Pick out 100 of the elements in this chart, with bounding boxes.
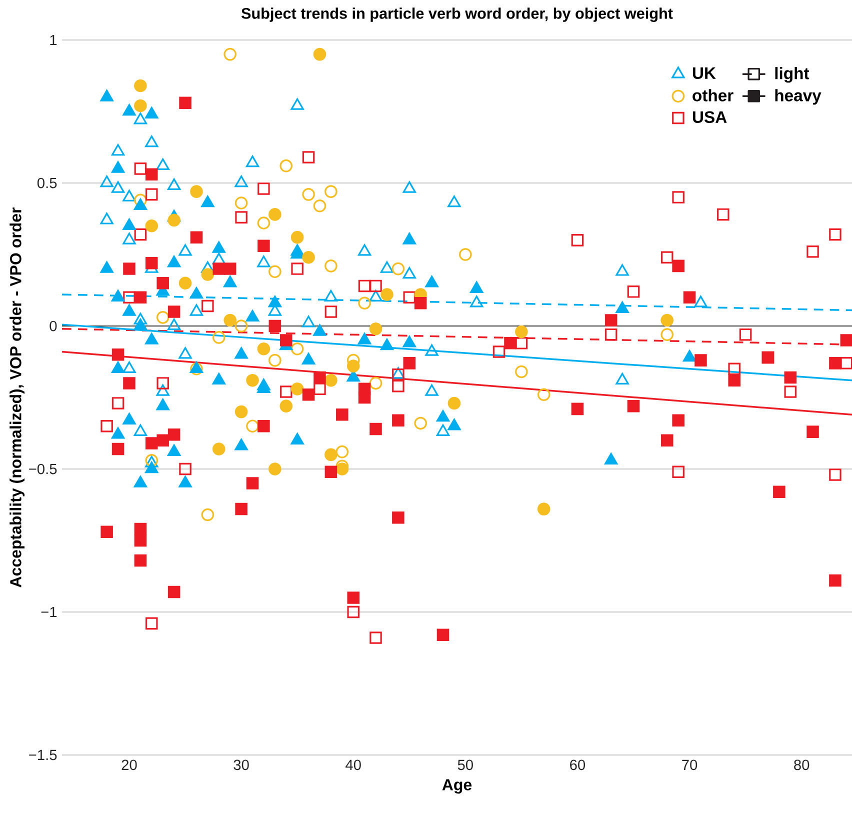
point [660,328,674,341]
point [145,135,158,148]
point [302,352,316,364]
point [436,424,450,436]
point [739,328,752,341]
x-axis-title: Age [442,779,472,794]
y-tick-label: 1 [50,34,57,46]
point [178,476,192,488]
chart-title: Subject trends in particle verb word order, by object weight [241,8,673,22]
point [100,526,113,538]
point [571,234,584,246]
point [414,296,427,310]
point [459,248,472,261]
point [324,374,338,387]
point [246,477,259,490]
point [425,276,438,288]
point [134,291,147,304]
point [257,216,270,230]
point [178,347,192,359]
point [347,606,360,618]
point [168,306,180,318]
point [290,230,304,244]
point [392,380,404,392]
point [784,371,797,384]
point [145,332,158,344]
point [201,261,214,273]
point [179,96,192,110]
point [201,268,214,281]
point [290,432,304,445]
point [370,422,382,436]
point [773,486,786,498]
point [660,434,674,447]
point [302,388,315,401]
point [515,337,528,350]
point [167,318,181,330]
point [134,79,147,92]
point [268,208,282,221]
point [123,262,136,275]
point [268,320,282,332]
point [728,374,740,386]
point [616,372,629,384]
point [100,176,114,188]
point [402,267,416,279]
point [324,260,338,272]
point [290,98,304,110]
point [314,371,326,384]
point [235,211,248,224]
point [111,181,125,193]
point [212,241,226,253]
point [324,306,338,318]
point [224,48,236,61]
point [201,196,214,208]
x-tick-label: 40 [346,760,361,770]
point [829,468,842,481]
point [212,442,226,456]
point [627,286,640,298]
point [370,632,382,644]
y-tick-label: −1 [41,606,57,618]
point [100,261,114,273]
point [190,287,204,299]
point [492,346,506,358]
point [627,400,640,412]
point [380,261,394,273]
point [829,574,842,587]
point [436,628,450,642]
point [212,252,226,264]
point [234,320,248,332]
point [806,246,819,258]
point [234,405,248,418]
point [112,397,124,410]
point [672,414,684,427]
point [604,452,618,465]
point [280,334,292,346]
point [370,280,382,292]
point [515,325,528,338]
point [358,280,371,292]
point [146,256,158,270]
point [392,262,405,276]
point [336,445,349,458]
point [168,428,180,441]
point [201,508,214,522]
point [212,372,226,384]
point [212,331,226,344]
point [146,168,158,181]
point [178,276,192,290]
point [122,412,136,425]
y-tick-label: −1.5 [29,750,57,760]
legend-label: UK [692,67,716,79]
point [380,338,394,350]
point [246,310,260,322]
point [100,90,114,102]
point [402,232,416,244]
legend-label: light [775,67,810,83]
point [268,462,282,476]
point [358,296,371,310]
point [134,162,147,175]
point [672,466,684,478]
point [156,398,170,410]
point [190,231,203,244]
point [134,99,147,112]
